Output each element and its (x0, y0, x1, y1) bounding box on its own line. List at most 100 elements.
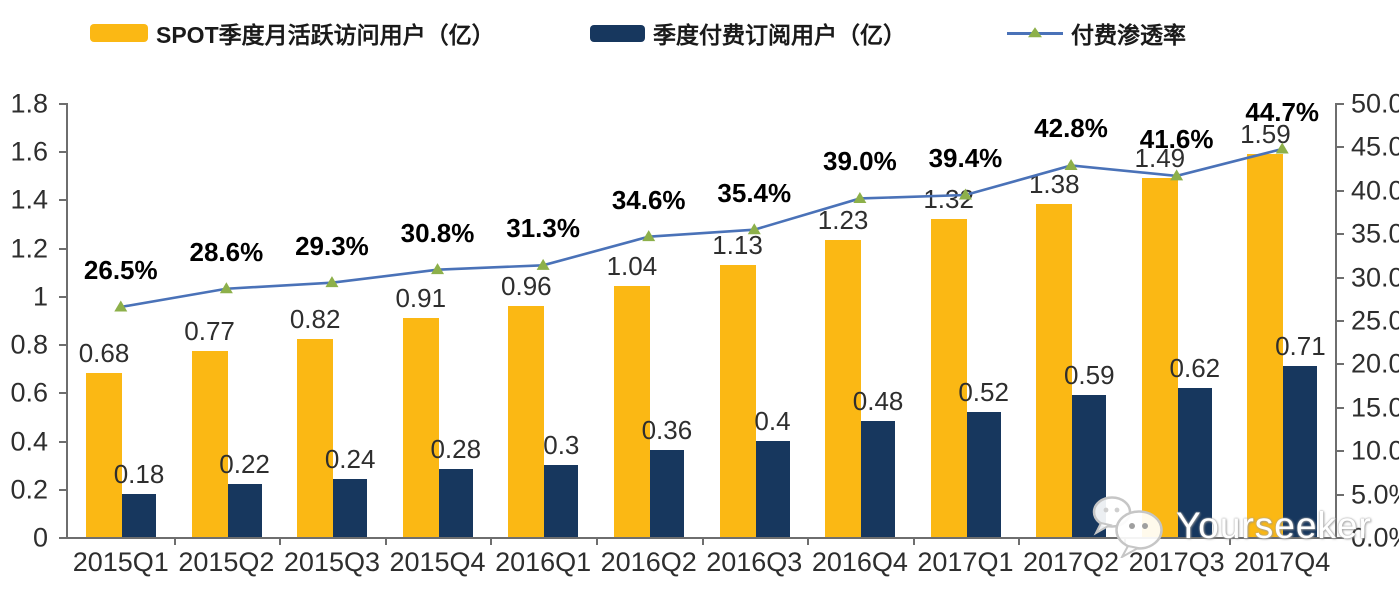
x-category-label: 2015Q2 (178, 547, 275, 577)
y-axis-left-tick-label: 0.6 (10, 377, 48, 408)
y-axis-right-tick (1337, 103, 1344, 105)
penetration-marker (325, 276, 339, 288)
y-axis-left-tick (59, 344, 66, 347)
x-category-label: 2016Q4 (811, 547, 908, 577)
y-axis-left-tick (59, 295, 66, 298)
mau-bar-value-label: 0.77 (184, 316, 235, 347)
mau-bar-value-label: 0.96 (501, 270, 552, 301)
penetration-point-label: 35.4% (717, 177, 792, 208)
x-axis-tick (912, 537, 915, 545)
legend-label-subscribers: 季度付费订阅用户（亿） (653, 22, 906, 48)
y-axis-right-tick-label: 30.0% (1351, 262, 1399, 293)
subscriber-bar-value-label: 0.48 (852, 386, 904, 417)
y-axis-left-tick-label: 0.2 (10, 474, 48, 505)
y-axis-right-tick-label: 50.0% (1351, 88, 1399, 119)
penetration-marker (642, 230, 656, 242)
x-category-label: 2016Q1 (495, 547, 592, 577)
subscriber-bar (861, 421, 896, 537)
x-axis-tick (384, 537, 387, 545)
subscriber-bar (649, 450, 684, 537)
subscriber-bar (1283, 365, 1318, 537)
x-axis-tick (490, 537, 493, 545)
y-axis-left-tick (59, 151, 66, 154)
x-axis-tick (1229, 537, 1232, 545)
watermark: Yourseeker (1088, 494, 1372, 558)
penetration-marker (853, 191, 867, 203)
x-axis-tick (807, 537, 810, 545)
legend-label-penetration: 付费渗透率 (1071, 22, 1186, 48)
penetration-marker (114, 300, 128, 312)
subscriber-bar-value-label: 0.59 (1063, 359, 1115, 390)
y-axis-right-tick (1337, 189, 1344, 192)
subscriber-bar (544, 464, 579, 537)
x-category-label: 2017Q1 (917, 547, 1014, 577)
mau-bar-value-label: 0.91 (395, 282, 447, 313)
y-axis-right-tick (1337, 276, 1344, 279)
mau-bar-value-label: 1.13 (712, 229, 763, 260)
penetration-point-label: 41.6% (1139, 123, 1214, 154)
penetration-point-label: 44.7% (1245, 97, 1320, 127)
subscriber-bar-value-label: 0.22 (219, 448, 270, 479)
x-category-label: 2017Q4 (1234, 547, 1331, 577)
x-category-label: 2015Q1 (72, 547, 169, 577)
x-category-label: 2017Q3 (1128, 547, 1225, 577)
legend-item-penetration: 付费渗透率 (1007, 16, 1186, 50)
y-axis-right-tick (1337, 233, 1344, 236)
y-axis-right-tick (1337, 363, 1344, 366)
mau-bar-value-label: 1.23 (817, 205, 869, 236)
y-axis-right-tick (1337, 146, 1344, 149)
mau-bar-value-label: 1.04 (606, 251, 658, 282)
subscriber-bar-value-label: 0.24 (324, 444, 376, 475)
x-axis-tick (595, 537, 598, 545)
y-axis-left-tick (59, 537, 66, 539)
y-axis-right-tick (1337, 450, 1344, 453)
mau-bar-value-label: 1.38 (1028, 169, 1080, 200)
y-axis-left-tick-label: 1.8 (10, 88, 48, 119)
x-axis-tick (279, 537, 282, 545)
mau-bar (613, 286, 650, 537)
y-axis-right-tick-label: 20.0% (1351, 348, 1399, 379)
subscriber-bar (755, 440, 790, 537)
x-category-label: 2017Q2 (1022, 547, 1120, 577)
y-axis-right-tick-label: 25.0% (1351, 305, 1399, 336)
y-axis-left-tick-label: 1 (32, 281, 48, 312)
y-axis-left-tick-label: 1.2 (10, 233, 48, 264)
mau-bar (402, 317, 439, 537)
penetration-marker (536, 258, 550, 270)
subscribers-series-swatch (590, 24, 645, 42)
x-axis-tick (1018, 537, 1021, 545)
mau-bar (297, 339, 334, 537)
y-axis-left-tick (59, 247, 66, 250)
x-axis-tick (173, 537, 176, 545)
y-axis-right-tick-label: 0.0% (1351, 522, 1399, 553)
subscriber-bar (122, 493, 156, 537)
legend-label-mau: SPOT季度月活跃访问用户（亿） (156, 22, 495, 48)
legend-item-mau: SPOT季度月活跃访问用户（亿） (90, 16, 495, 50)
x-category-label: 2016Q2 (600, 547, 697, 577)
y-axis-right (1335, 103, 1337, 539)
mau-bar (508, 305, 545, 537)
y-axis-left-tick-label: 0 (32, 522, 48, 553)
y-axis-right-tick-label: 35.0% (1351, 218, 1399, 249)
mau-bar-value-label: 1.32 (923, 183, 974, 214)
penetration-line-swatch (1007, 27, 1063, 38)
subscriber-bar (438, 469, 473, 537)
subscriber-bar-value-label: 0.28 (430, 434, 482, 465)
mau-bar-value-label: 0.82 (289, 304, 341, 335)
y-axis-left-tick (59, 392, 66, 395)
y-axis-left-tick-label: 0.8 (10, 329, 48, 360)
y-axis-right-tick-label: 5.0% (1351, 479, 1399, 510)
x-category-label: 2016Q3 (706, 547, 803, 577)
subscriber-bar-value-label: 0.36 (641, 415, 693, 446)
y-axis-right-tick-label: 45.0% (1351, 131, 1399, 162)
mau-bar (719, 264, 756, 537)
subscriber-bar-value-label: 0.4 (754, 405, 791, 436)
mau-bar (191, 351, 228, 537)
watermark-text: Yourseeker (1176, 505, 1372, 546)
y-axis-right-tick (1337, 537, 1344, 539)
penetration-marker (431, 263, 445, 275)
y-axis-left-tick-label: 1.6 (10, 136, 48, 167)
penetration-point-label: 42.8% (1034, 113, 1108, 144)
y-axis-right-tick-label: 40.0% (1351, 175, 1399, 206)
